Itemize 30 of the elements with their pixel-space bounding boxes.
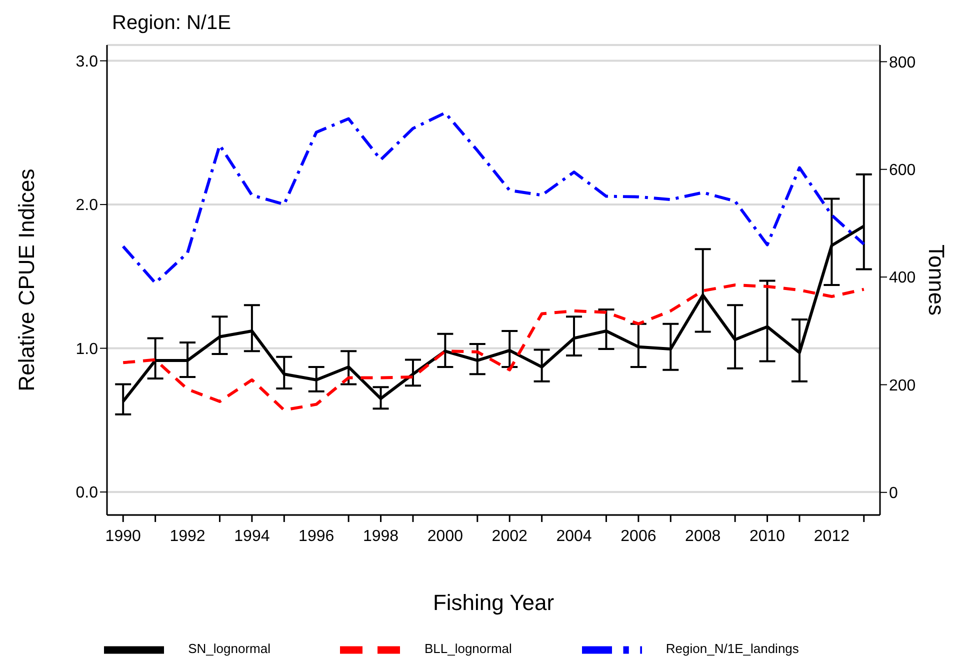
y2-tick-label: 800 — [889, 54, 916, 72]
y-tick-label: 2.0 — [76, 197, 98, 214]
line-series — [122, 284, 866, 412]
legend-label: SN_lognormal — [188, 641, 270, 656]
y2-tick-label: 0 — [889, 485, 898, 502]
x-axis-title: Fishing Year — [432, 590, 554, 615]
x-tick-label: 2010 — [749, 528, 786, 545]
x-tick-label: 1990 — [105, 528, 142, 545]
y2-tick-label: 600 — [889, 162, 916, 180]
y-tick-label: 1.0 — [76, 340, 98, 358]
legend-label: Region_N/1E_landings — [666, 641, 799, 656]
x-tick-label: 2000 — [427, 528, 464, 545]
x-tick-label: 1992 — [170, 528, 206, 545]
x-tick-label: 2004 — [556, 528, 592, 545]
x-tick-label: 1998 — [362, 528, 399, 545]
x-tick-label: 2006 — [620, 528, 656, 545]
x-tick-label: 2002 — [492, 528, 528, 545]
y2-tick-label: 200 — [889, 377, 916, 394]
x-tick-label: 1996 — [298, 528, 334, 545]
x-tick-label: 2012 — [814, 528, 850, 545]
line-series — [122, 111, 866, 284]
y-tick-label: 0.0 — [76, 484, 98, 502]
y2-tick-label: 400 — [889, 270, 916, 287]
y-tick-label: 3.0 — [76, 53, 98, 70]
legend-label: BLL_lognormal — [424, 641, 512, 656]
chart-title: Region: N/1E — [112, 12, 231, 35]
x-tick-label: 1994 — [234, 528, 270, 545]
y2-axis-title: Tonnes — [924, 244, 950, 316]
y-axis-title: Relative CPUE Indices — [14, 168, 39, 392]
x-tick-label: 2008 — [685, 528, 721, 545]
